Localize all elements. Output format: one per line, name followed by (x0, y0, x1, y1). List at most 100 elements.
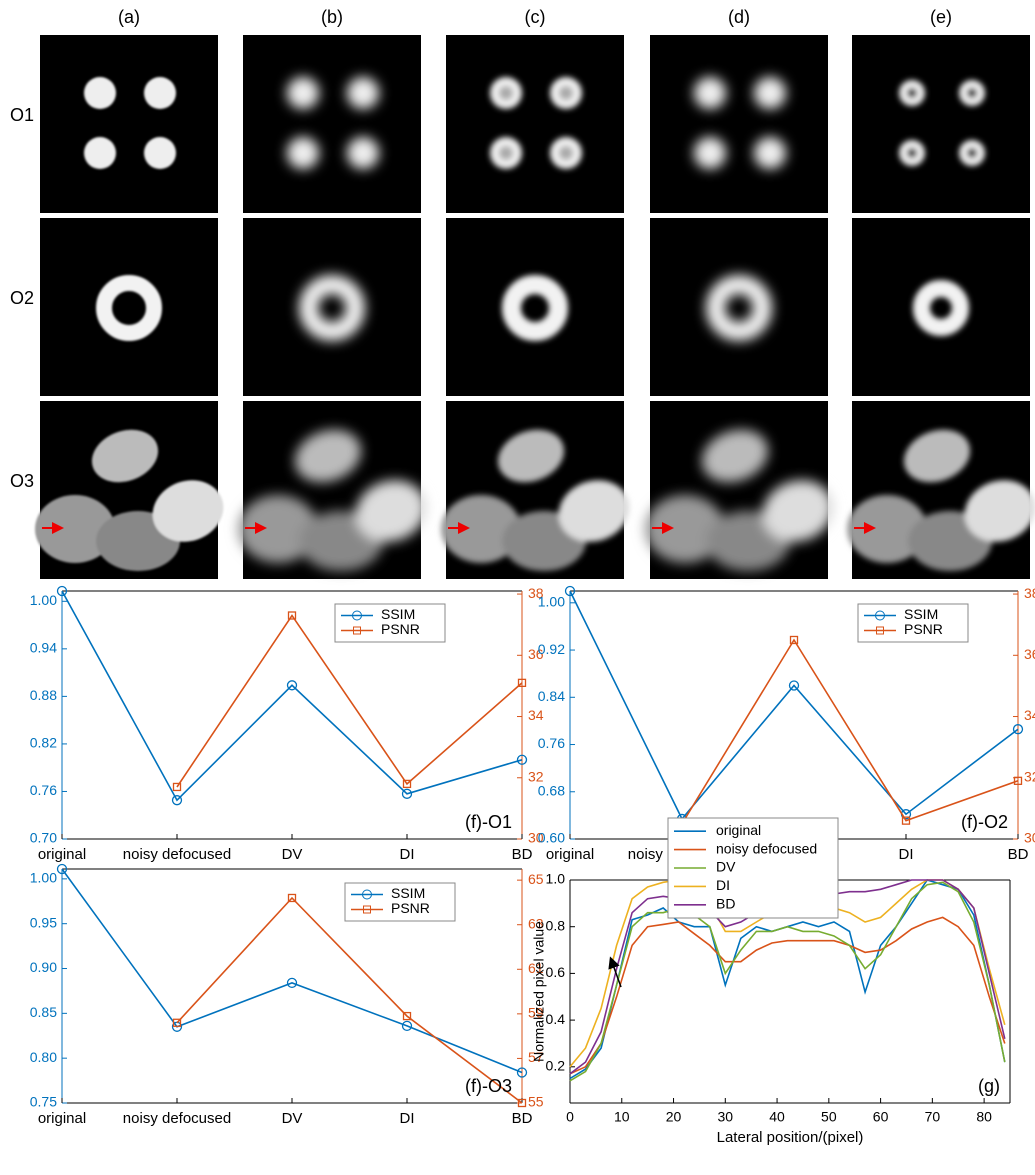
legend-label: BD (716, 896, 735, 912)
y-tick-label: 0.90 (30, 959, 57, 975)
legend-label: PSNR (391, 900, 430, 916)
x-tick-label: DI (400, 846, 415, 863)
x-tick-label: DV (282, 1110, 303, 1127)
image-background (243, 218, 421, 396)
x-tick-label: original (38, 1110, 86, 1127)
image-background (446, 218, 624, 396)
x-tick-label: 50 (821, 1109, 837, 1125)
y-tick-label: 0.75 (30, 1094, 57, 1110)
row-label: O3 (10, 471, 34, 491)
x-tick-label: noisy defocused (123, 1110, 231, 1127)
x-tick-label: 70 (925, 1109, 941, 1125)
x-tick-label: BD (512, 1110, 533, 1127)
blob-core (967, 88, 977, 98)
y-tick-label: 0.95 (30, 914, 57, 930)
y-tick-label: 0.82 (30, 735, 57, 751)
legend-label: DV (716, 859, 736, 875)
blob-core (499, 86, 513, 100)
y-tick-label: 0.94 (30, 640, 57, 656)
y-tick-label: 0.76 (538, 735, 565, 751)
image-background (650, 218, 828, 396)
x-tick-label: 40 (769, 1109, 785, 1125)
annotation: (g) (978, 1076, 1000, 1096)
x-tick-label: original (38, 846, 86, 863)
x-tick-label: DI (400, 1110, 415, 1127)
legend-label: noisy defocused (716, 840, 817, 856)
blob-core (559, 86, 573, 100)
image-background (40, 35, 218, 213)
blob (754, 77, 786, 109)
blob (287, 77, 319, 109)
blob (754, 137, 786, 169)
blob-core (907, 88, 917, 98)
legend-label: PSNR (904, 621, 943, 637)
annotation: (f)-O2 (961, 812, 1008, 832)
y2-tick-label: 34 (528, 707, 544, 723)
x-tick-label: DI (899, 846, 914, 863)
x-tick-label: 10 (614, 1109, 630, 1125)
y-tick-label: 0.88 (30, 687, 57, 703)
y-tick-label: 0.2 (546, 1058, 566, 1074)
x-tick-label: 80 (976, 1109, 992, 1125)
y-tick-label: 0.80 (30, 1049, 57, 1065)
legend-label: PSNR (381, 621, 420, 637)
blob (84, 137, 116, 169)
figure: (a)(b)(c)(d)(e)O1O2O30.700.760.820.880.9… (0, 0, 1035, 1175)
image-background (852, 218, 1030, 396)
row-label: O2 (10, 288, 34, 308)
column-label: (e) (930, 7, 952, 27)
legend-label: SSIM (904, 606, 938, 622)
blob-core (967, 148, 977, 158)
y-tick-label: 0.68 (538, 782, 565, 798)
image-background (243, 35, 421, 213)
legend-label: original (716, 822, 761, 838)
image-background (852, 35, 1030, 213)
x-tick-label: DV (282, 846, 303, 863)
image-background (446, 35, 624, 213)
image-background (650, 35, 828, 213)
blob (144, 77, 176, 109)
y-tick-label: 1.00 (30, 870, 57, 886)
y-tick-label: 1.0 (546, 871, 566, 887)
y2-tick-label: 38 (1024, 585, 1035, 601)
y-tick-label: 0.92 (538, 641, 565, 657)
y-tick-label: 0.84 (538, 688, 565, 704)
x-tick-label: BD (512, 846, 533, 863)
y2-tick-label: 55 (528, 1094, 544, 1110)
x-tick-label: original (546, 846, 594, 863)
legend-label: DI (716, 877, 730, 893)
column-label: (b) (321, 7, 343, 27)
blob (144, 137, 176, 169)
x-tick-label: BD (1008, 846, 1029, 863)
x-tick-label: noisy defocused (123, 846, 231, 863)
column-label: (a) (118, 7, 140, 27)
y-tick-label: 0.6 (546, 964, 566, 980)
page: (a)(b)(c)(d)(e)O1O2O30.700.760.820.880.9… (0, 0, 1035, 1175)
x-tick-label: 20 (666, 1109, 682, 1125)
annotation: (f)-O1 (465, 812, 512, 832)
x-axis-title: Lateral position/(pixel) (717, 1129, 864, 1146)
y2-tick-label: 34 (1024, 707, 1035, 723)
y-tick-label: 0.4 (546, 1011, 566, 1027)
blob (347, 77, 379, 109)
blob-core (499, 146, 513, 160)
y2-tick-label: 36 (1024, 646, 1035, 662)
y-tick-label: 0.76 (30, 782, 57, 798)
blob (84, 77, 116, 109)
y-tick-label: 0.70 (30, 830, 57, 846)
y-tick-label: 0.85 (30, 1004, 57, 1020)
blob (694, 137, 726, 169)
image-background (40, 218, 218, 396)
y2-tick-label: 65 (528, 871, 544, 887)
y-axis-title: Normalized pixel value (531, 921, 547, 1062)
blob (347, 137, 379, 169)
x-tick-label: 30 (718, 1109, 734, 1125)
x-tick-label: 0 (566, 1109, 574, 1125)
blob (694, 77, 726, 109)
x-tick-label: 60 (873, 1109, 889, 1125)
y2-tick-label: 32 (1024, 768, 1035, 784)
y-tick-label: 1.00 (538, 594, 565, 610)
column-label: (d) (728, 7, 750, 27)
legend-label: SSIM (381, 606, 415, 622)
annotation: (f)-O3 (465, 1076, 512, 1096)
